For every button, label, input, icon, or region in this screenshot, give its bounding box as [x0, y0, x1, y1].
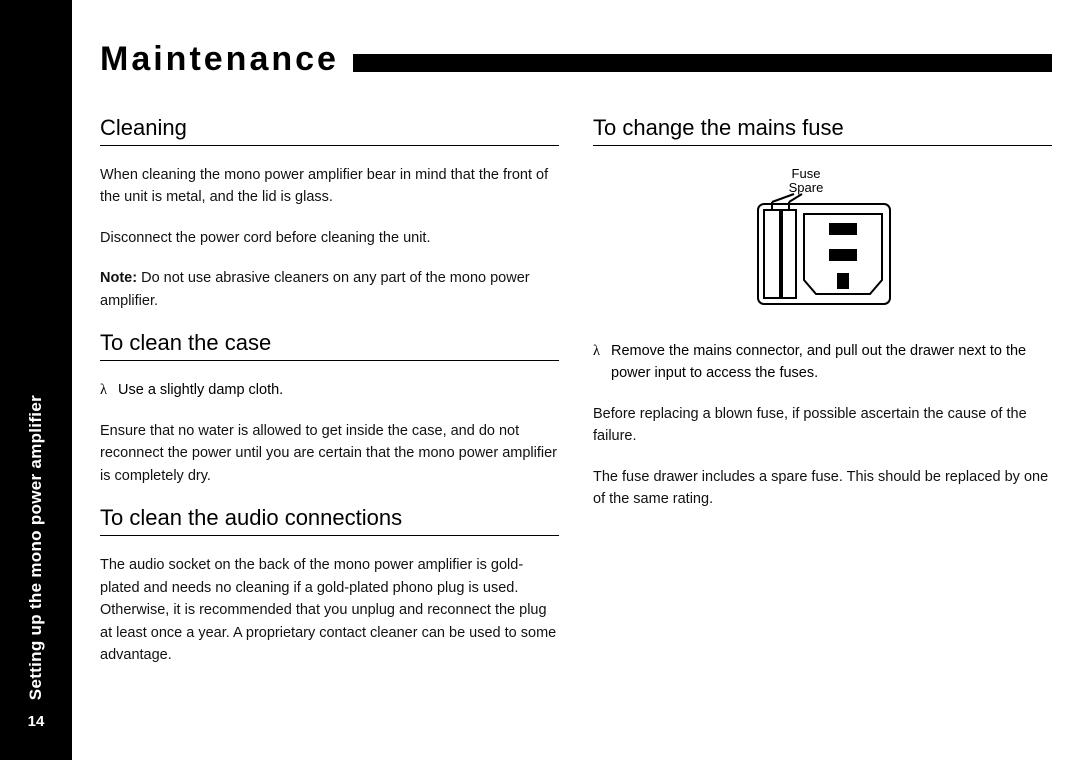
columns: Cleaning When cleaning the mono power am… [100, 115, 1052, 685]
heading-cleaning: Cleaning [100, 115, 559, 146]
bullet-glyph: λ [593, 340, 600, 362]
bullet-glyph: λ [100, 379, 107, 401]
case-bullet-1: λ Use a slightly damp cloth. [100, 379, 559, 401]
note-body: Do not use abrasive cleaners on any part… [100, 270, 530, 308]
heading-audio: To clean the audio connections [100, 505, 559, 536]
sidebar: Setting up the mono power amplifier 14 [0, 0, 72, 760]
fuse-p1: Before replacing a blown fuse, if possib… [593, 403, 1052, 448]
page-number: 14 [28, 713, 45, 730]
fuse-label-spare: Spare [788, 180, 823, 195]
fuse-p2: The fuse drawer includes a spare fuse. T… [593, 466, 1052, 511]
fuse-bullet-1: λ Remove the mains connector, and pull o… [593, 340, 1052, 385]
heading-case: To clean the case [100, 330, 559, 361]
cleaning-note: Note: Do not use abrasive cleaners on an… [100, 267, 559, 312]
fuse-b1-text: Remove the mains connector, and pull out… [611, 343, 1026, 381]
audio-p1: The audio socket on the back of the mono… [100, 554, 559, 666]
fuse-diagram: Fuse Spare [728, 164, 918, 314]
title-rule [353, 54, 1052, 72]
chapter-label: Setting up the mono power amplifier [26, 395, 46, 700]
case-p1: Ensure that no water is allowed to get i… [100, 420, 559, 487]
right-column: To change the mains fuse Fuse Spare [593, 115, 1052, 685]
note-label: Note: [100, 270, 137, 286]
iec-inlet-icon [758, 194, 890, 304]
fuse-label-fuse: Fuse [791, 166, 820, 181]
heading-fuse: To change the mains fuse [593, 115, 1052, 146]
left-column: Cleaning When cleaning the mono power am… [100, 115, 559, 685]
title-row: Maintenance [100, 40, 1052, 79]
case-b1-text: Use a slightly damp cloth. [118, 382, 283, 398]
cleaning-p2: Disconnect the power cord before cleanin… [100, 227, 559, 249]
page-content: Maintenance Cleaning When cleaning the m… [100, 40, 1052, 740]
cleaning-p1: When cleaning the mono power amplifier b… [100, 164, 559, 209]
page-title: Maintenance [100, 40, 339, 79]
